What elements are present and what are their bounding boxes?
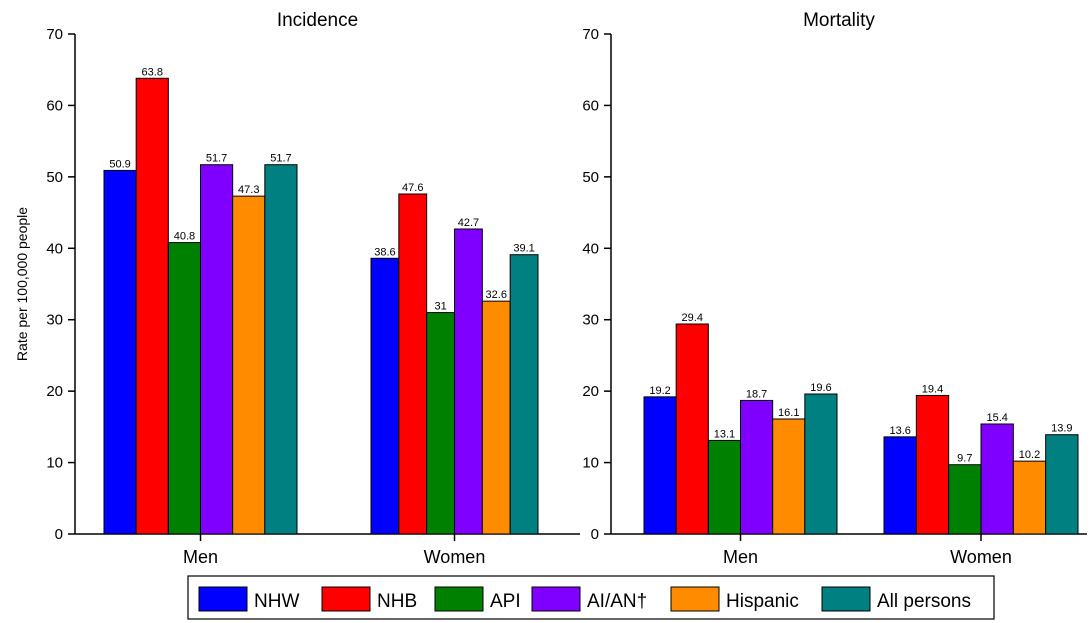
data-label: 47.6	[402, 182, 423, 194]
legend-label: NHB	[377, 591, 417, 612]
bar-men-5	[264, 164, 298, 535]
panel-0: Incidence 0 10 20 30 40 50 60 70 50.9 63.8 40.8 51.7…	[46, 10, 580, 567]
y-tick-label: 70	[46, 26, 63, 43]
y-tick-label: 60	[46, 97, 63, 114]
data-label: 29.4	[682, 312, 703, 324]
data-label: 9.7	[957, 453, 972, 465]
bar-women-3	[454, 228, 483, 535]
y-tick-label: 70	[582, 26, 599, 43]
legend: NHW NHB API AI/AN† Hispanic All persons	[187, 575, 995, 620]
bar-women-1	[915, 394, 950, 535]
y-tick-label: 50	[582, 169, 599, 186]
legend-swatch	[321, 586, 371, 612]
bar-women-1	[398, 193, 428, 535]
legend-label: NHW	[254, 591, 299, 612]
data-label: 50.9	[109, 158, 130, 170]
data-label: 16.1	[778, 407, 799, 419]
bar-men-0	[643, 396, 677, 535]
x-tick-label: Men	[183, 547, 218, 567]
legend-label: AI/AN†	[587, 591, 647, 612]
y-axis-label: Rate per 100,000 people	[14, 207, 30, 361]
bar-men-1	[675, 323, 709, 535]
legend-label: Hispanic	[726, 591, 799, 612]
data-label: 32.6	[486, 289, 507, 301]
legend-swatch	[670, 586, 720, 612]
bar-men-5	[804, 393, 838, 535]
data-label: 39.1	[513, 243, 534, 255]
bar-men-4	[772, 418, 806, 535]
bar-women-5	[509, 254, 539, 535]
bar-women-3	[980, 423, 1014, 535]
panel-1: Mortality 0 10 20 30 40 50 60 70 19.2 29.4 13.1 18.7…	[582, 10, 1087, 567]
bar-men-2	[707, 439, 741, 535]
data-label: 38.6	[374, 246, 395, 258]
data-label: 18.7	[746, 388, 767, 400]
y-tick-label: 0	[591, 526, 599, 543]
bar-women-4	[1012, 460, 1047, 535]
data-label: 42.7	[458, 217, 479, 229]
y-tick-label: 30	[582, 312, 599, 329]
data-label: 31	[434, 301, 446, 313]
legend-swatch	[531, 586, 581, 612]
bar-women-5	[1045, 434, 1079, 535]
data-label: 13.6	[889, 425, 910, 437]
legend-swatch	[821, 586, 871, 612]
legend-swatch	[198, 586, 248, 612]
data-label: 10.2	[1019, 449, 1040, 461]
bar-men-2	[167, 242, 201, 535]
legend-label: All persons	[877, 591, 971, 612]
bar-men-1	[135, 77, 169, 535]
data-label: 63.8	[142, 66, 163, 78]
bar-women-2	[948, 464, 982, 535]
bar-women-0	[370, 257, 400, 535]
y-tick-label: 40	[582, 240, 599, 257]
legend-label: API	[490, 591, 521, 612]
y-tick-label: 30	[46, 312, 63, 329]
y-tick-label: 10	[46, 455, 63, 472]
y-tick-label: 0	[55, 526, 63, 543]
data-label: 19.6	[810, 382, 831, 394]
data-label: 47.3	[238, 184, 259, 196]
data-label: 51.7	[206, 153, 227, 165]
bar-men-3	[200, 164, 234, 535]
bar-men-0	[103, 169, 137, 535]
data-label: 13.1	[714, 428, 735, 440]
bar-men-4	[232, 195, 266, 535]
panel-title: Mortality	[803, 10, 875, 31]
x-tick-label: Women	[950, 547, 1012, 567]
bar-women-2	[426, 312, 455, 535]
y-tick-label: 20	[46, 383, 63, 400]
data-label: 19.2	[649, 385, 670, 397]
y-tick-label: 50	[46, 169, 63, 186]
data-label: 40.8	[174, 231, 195, 243]
data-label: 13.9	[1051, 423, 1072, 435]
y-tick-label: 40	[46, 240, 63, 257]
data-label: 19.4	[922, 383, 943, 395]
y-tick-label: 60	[582, 97, 599, 114]
y-tick-label: 10	[582, 455, 599, 472]
x-tick-label: Men	[723, 547, 758, 567]
panel-title: Incidence	[277, 10, 358, 31]
bar-women-0	[883, 436, 917, 535]
data-label: 15.4	[986, 412, 1007, 424]
data-label: 51.7	[270, 153, 291, 165]
y-tick-label: 20	[582, 383, 599, 400]
bar-women-4	[481, 300, 511, 535]
legend-swatch	[434, 586, 484, 612]
x-tick-label: Women	[424, 547, 486, 567]
bar-men-3	[740, 399, 774, 535]
